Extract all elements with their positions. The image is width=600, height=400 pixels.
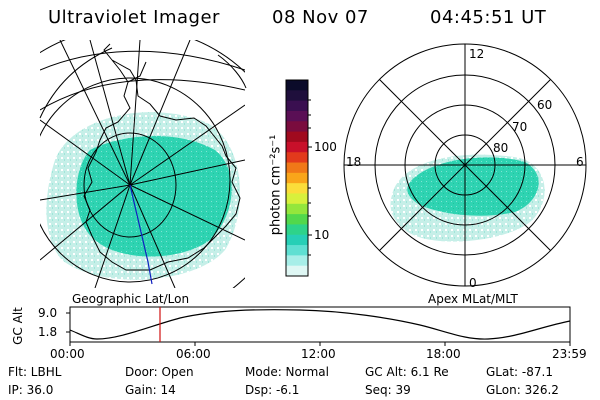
mlt-line-diag-2 <box>379 79 551 251</box>
status-glon: GLon: 326.2 <box>486 383 559 397</box>
colorbar-band <box>286 121 308 133</box>
status-door: Door: Open <box>125 365 194 379</box>
colorbar-band <box>286 152 308 164</box>
geographic-label: Geographic Lat/Lon <box>72 292 190 306</box>
colorbar-band <box>286 255 308 267</box>
altitude-xtick-0600: 06:00 <box>176 347 211 361</box>
time-label: 04:45:51 UT <box>430 7 547 28</box>
status-dsp: Dsp: -6.1 <box>245 383 300 397</box>
latitude-circles <box>40 40 245 288</box>
colorbar-band <box>286 265 308 277</box>
status-mode: Mode: Normal <box>245 365 329 379</box>
colorbar-band <box>286 141 308 153</box>
status-glat: GLat: -87.1 <box>486 365 553 379</box>
altitude-y-ticks <box>66 312 70 333</box>
colorbar-band <box>286 234 308 246</box>
colorbar-band <box>286 172 308 184</box>
colorbar-band <box>286 245 308 256</box>
geographic-map-panel <box>40 40 245 288</box>
geo-boundary-left <box>39 47 113 119</box>
magnetic-meridian-line <box>129 184 153 285</box>
polar-plot-panel <box>343 43 587 287</box>
altitude-plot-frame <box>69 306 571 343</box>
altitude-xtick-2359: 23:59 <box>552 347 587 361</box>
mlat-label-70: 70 <box>512 120 528 134</box>
apex-label: Apex MLat/MLT <box>428 292 518 306</box>
colorbar-band <box>286 203 308 215</box>
status-ip: IP: 36.0 <box>8 383 54 397</box>
colorbar-band <box>286 110 308 122</box>
geo-boundary-right <box>217 54 247 89</box>
colorbar-band <box>286 193 308 205</box>
colorbar-band <box>286 90 308 102</box>
status-seq: Seq: 39 <box>365 383 411 397</box>
altitude-xtick-1200: 12:00 <box>301 347 336 361</box>
colorbar-band <box>286 183 308 194</box>
colorbar-tick-100: 100 <box>314 140 337 154</box>
colorbar-band <box>286 214 308 225</box>
altitude-ytick-9: 9.0 <box>38 306 58 320</box>
status-gain: Gain: 14 <box>125 383 176 397</box>
status-filter: Flt: LBHL <box>8 365 62 379</box>
date-label: 08 Nov 07 <box>272 7 369 28</box>
altitude-ytick-1-8: 1.8 <box>38 325 58 339</box>
colorbar-frame <box>285 79 309 277</box>
mlt-label-18: 18 <box>346 155 362 169</box>
colorbar-band <box>286 162 308 174</box>
aurora-oval-polar <box>407 157 539 216</box>
colorbar-band <box>286 131 308 143</box>
mlat-label-60: 60 <box>537 98 553 112</box>
longitude-lines <box>40 40 245 288</box>
mlat-label-80: 80 <box>493 141 509 155</box>
mlt-label-6: 6 <box>576 155 584 169</box>
colorbar-band <box>286 80 308 91</box>
peninsula-coast <box>103 43 147 83</box>
altitude-ylabel: GC Alt <box>11 307 25 345</box>
mlt-label-0: 0 <box>469 276 477 290</box>
colorbar-band <box>286 224 308 236</box>
colorbar-tick-10: 10 <box>314 228 330 242</box>
status-gc-alt: GC Alt: 6.1 Re <box>365 365 449 379</box>
colorbar-ticks <box>308 99 312 256</box>
instrument-title: Ultraviolet Imager <box>48 7 220 28</box>
altitude-xtick-1800: 18:00 <box>426 347 461 361</box>
altitude-plot <box>66 306 571 346</box>
colorbar-band <box>286 100 308 112</box>
coastline <box>83 59 241 271</box>
altitude-curve <box>69 309 571 340</box>
colorbar-unit-label: photon cm⁻²s⁻¹ <box>268 134 284 236</box>
altitude-xtick-0000: 00:00 <box>50 347 85 361</box>
mlt-label-12: 12 <box>469 47 485 61</box>
colorbar <box>286 80 308 277</box>
altitude-x-ticks <box>69 342 571 346</box>
